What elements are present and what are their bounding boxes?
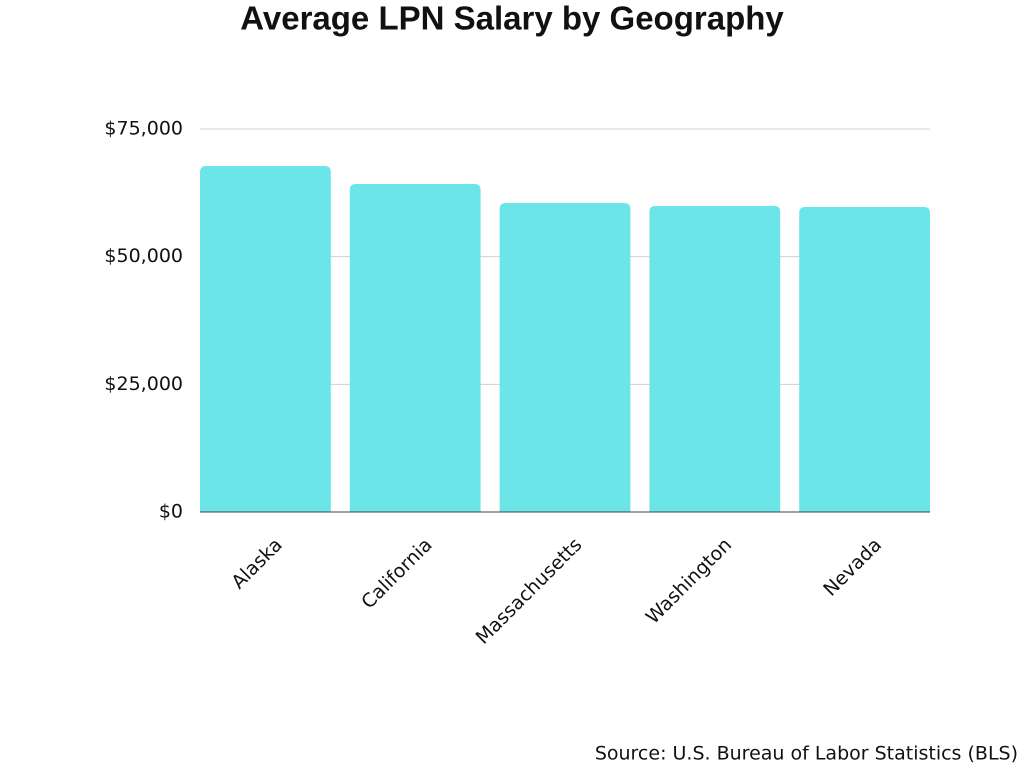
x-tick-label: California	[357, 534, 436, 613]
bar	[349, 184, 481, 512]
chart-title: Average LPN Salary by Geography	[240, 0, 784, 37]
x-tick-label: Massachusetts	[472, 534, 587, 649]
y-tick-label: $25,000	[104, 373, 183, 395]
source-note: Source: U.S. Bureau of Labor Statistics …	[595, 743, 1018, 765]
bar	[200, 166, 331, 513]
bar	[799, 207, 930, 513]
y-tick-label: $75,000	[104, 118, 183, 140]
x-tick-label: Alaska	[227, 534, 286, 593]
x-tick-label: Nevada	[819, 534, 886, 601]
x-tick-label: Washington	[642, 534, 737, 629]
y-tick-label: $50,000	[104, 245, 183, 267]
bar	[649, 206, 781, 512]
y-tick-label: $0	[159, 501, 183, 523]
bar	[499, 203, 631, 512]
